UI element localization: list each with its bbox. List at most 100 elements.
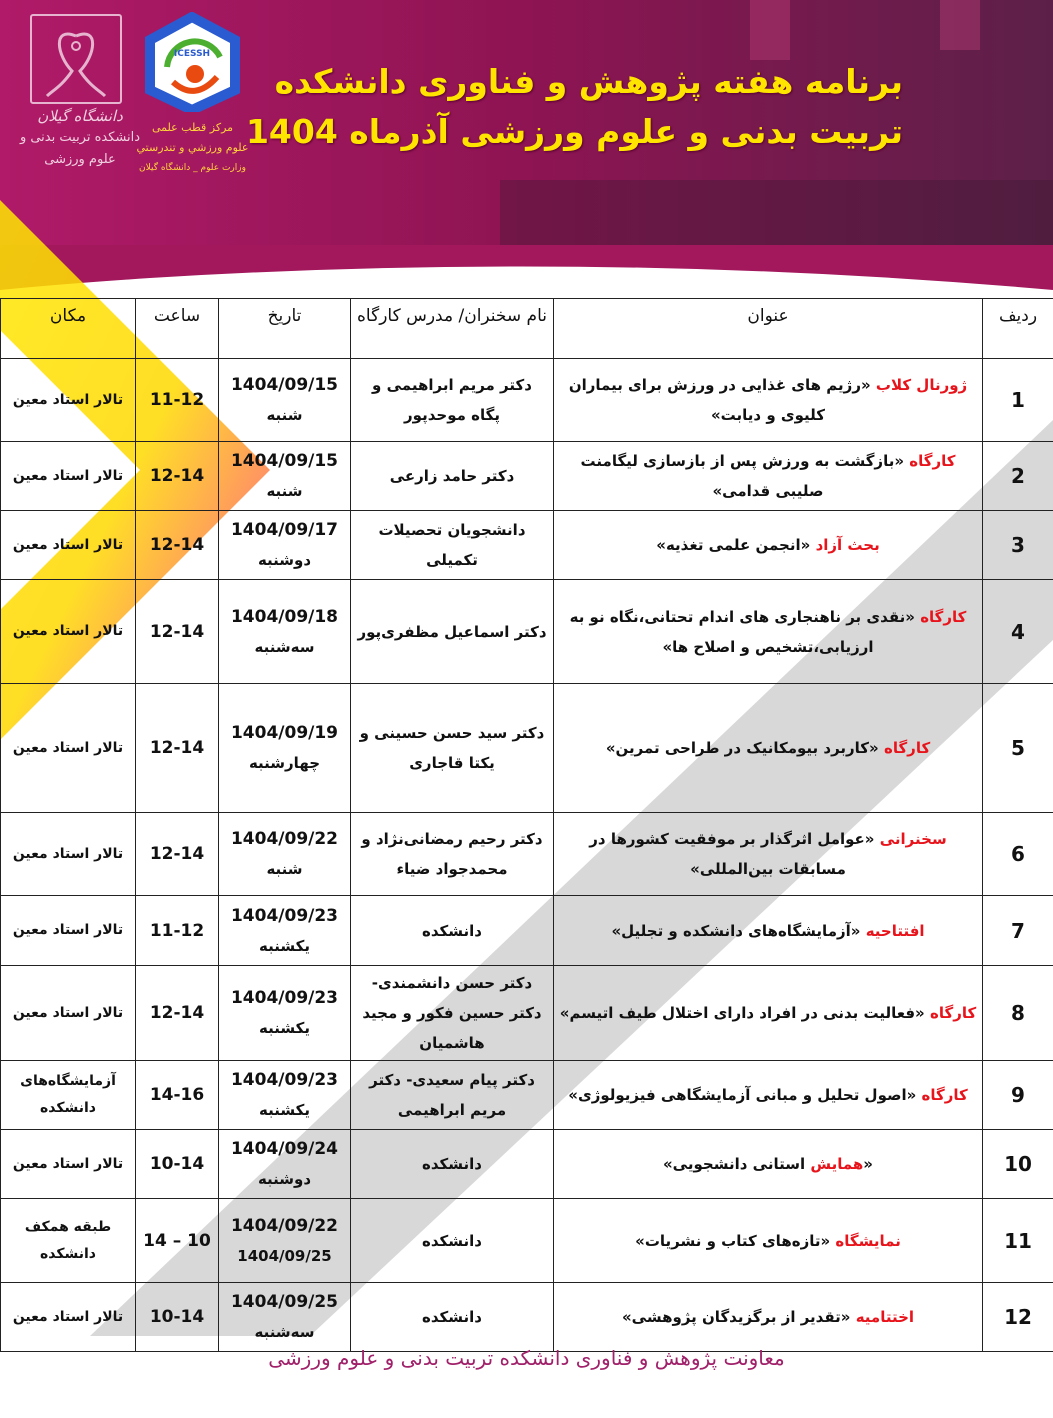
date-cell: 1404/09/15 شنبه bbox=[218, 441, 351, 511]
row-number: 1 bbox=[982, 358, 1053, 442]
center-line1: مرکز قطب علمی bbox=[151, 121, 234, 134]
page-title-line2: تربیت بدنی و علوم ورزشی آذرماه 1404 bbox=[245, 112, 903, 151]
event-type: کارگاه bbox=[921, 1086, 968, 1104]
date-cell: 1404/09/23 یکشنبه bbox=[218, 895, 351, 966]
event-type: ژورنال کلاب bbox=[875, 376, 968, 394]
place: تالار استاد معین bbox=[0, 510, 136, 580]
university-logo bbox=[30, 14, 122, 104]
speaker: دکتر مریم ابراهیمی و پگاه موحدپور bbox=[350, 358, 554, 442]
date-cell: 1404/09/25 سه‌شنبه bbox=[218, 1282, 351, 1352]
weekday: دوشنبه bbox=[257, 551, 312, 569]
weekday: یکشنبه bbox=[259, 936, 310, 955]
svg-text:ICESSH: ICESSH bbox=[174, 49, 210, 59]
event-type: کارگاه bbox=[920, 607, 967, 626]
speaker: دانشکده bbox=[350, 895, 554, 966]
weekday: شنبه bbox=[266, 406, 303, 424]
weekday: 1404/09/25 bbox=[237, 1246, 332, 1265]
speaker: دکتر حامد زارعی bbox=[350, 441, 554, 511]
footer-text: معاونت پژوهش و فناوری دانشکده تربیت بدنی… bbox=[268, 1346, 785, 1370]
place: تالار استاد معین bbox=[0, 579, 136, 684]
speaker: دانشکده bbox=[350, 1282, 554, 1352]
time: 10-14 bbox=[135, 1282, 219, 1352]
table-row: 11 نمایشگاه «تازه‌های کتاب و نشریات» دانشک… bbox=[0, 1198, 1053, 1283]
event-title: اختتامیه «تقدیر از برگزیدگان پژوهشی» bbox=[553, 1282, 983, 1352]
table-row: 4 کارگاه «نقدی بر ناهنجاری های اندام تحتا… bbox=[0, 579, 1053, 684]
table-row: 3 بحث آزاد «انجمن علمی تغذیه» دانشجویان تح… bbox=[0, 510, 1053, 580]
speaker: دانشجویان تحصیلات تکمیلی bbox=[350, 510, 554, 580]
time: 11-12 bbox=[135, 358, 219, 442]
weekday: شنبه bbox=[266, 860, 303, 878]
center-line3: وزارت علوم _ دانشگاه گیلان bbox=[139, 163, 246, 173]
event-type: کارگاه bbox=[909, 452, 956, 470]
table-row: 12 اختتامیه «تقدیر از برگزیدگان پژوهشی» دا… bbox=[0, 1282, 1053, 1352]
event-name: «تازه‌های کتاب و نشریات» bbox=[635, 1231, 831, 1250]
time: 12-14 bbox=[135, 579, 219, 684]
place: تالار استاد معین bbox=[0, 683, 136, 813]
date-cell: 1404/09/23 یکشنبه bbox=[218, 965, 351, 1061]
event-name: استانی دانشجویی» bbox=[662, 1155, 806, 1173]
date-cell: 1404/09/22 شنبه bbox=[218, 812, 351, 896]
place: تالار استاد معین bbox=[0, 965, 136, 1061]
date: 1404/09/15 bbox=[230, 451, 339, 471]
speaker: دکتر حسن دانشمندی- دکتر حسین فکور و مجید… bbox=[350, 965, 554, 1061]
place: تالار استاد معین bbox=[0, 1129, 136, 1199]
header-place: مکان bbox=[0, 298, 136, 359]
time: 12-14 bbox=[135, 683, 219, 813]
event-title-prefix: « bbox=[863, 1155, 873, 1173]
header-row-number: ردیف bbox=[982, 298, 1053, 359]
row-number: 9 bbox=[982, 1060, 1053, 1130]
date: 1404/09/22 bbox=[230, 1215, 339, 1236]
row-number: 12 bbox=[982, 1282, 1053, 1352]
row-number: 8 bbox=[982, 965, 1053, 1061]
date-cell: 1404/09/23 یکشنبه bbox=[218, 1060, 351, 1130]
date: 1404/09/22 bbox=[230, 829, 339, 849]
event-name: «عوامل اثرگذار بر موفقیت کشورها در مسابق… bbox=[589, 830, 875, 878]
event-type: افتتاحیه bbox=[865, 921, 925, 940]
time: 14-16 bbox=[135, 1060, 219, 1130]
event-type: کارگاه bbox=[883, 739, 931, 757]
date: 1404/09/18 bbox=[230, 606, 339, 627]
schedule-table: ردیف عنوان نام سخنران/ مدرس کارگاه تاریخ… bbox=[0, 298, 1053, 1352]
table-row: 9 کارگاه «اصول تحلیل و مبانی آزمایشگاهی ف… bbox=[0, 1060, 1053, 1130]
event-name: «کاربرد بیومکانیک در طراحی تمرین» bbox=[605, 739, 879, 757]
speaker: دانشکده bbox=[350, 1198, 554, 1283]
weekday: شنبه bbox=[266, 482, 303, 500]
event-name: «تقدیر از برگزیدگان پژوهشی» bbox=[621, 1308, 851, 1326]
date: 1404/09/23 bbox=[230, 905, 339, 926]
header-title: عنوان bbox=[553, 298, 983, 359]
time: 10-14 bbox=[135, 1129, 219, 1199]
place: تالار استاد معین bbox=[0, 1282, 136, 1352]
table-row: 10 «همایش استانی دانشجویی» دانشکده 1404/09/… bbox=[0, 1129, 1053, 1199]
time: 12-14 bbox=[135, 965, 219, 1061]
speaker: دکتر سید حسن حسینی و یکتا قاجاری bbox=[350, 683, 554, 813]
event-title: افتتاحیه «آزمایشگاه‌های دانشکده و تجلیل» bbox=[553, 895, 983, 966]
date: 1404/09/23 bbox=[230, 1070, 339, 1090]
time: 12-14 bbox=[135, 510, 219, 580]
weekday: یکشنبه bbox=[259, 1019, 310, 1037]
event-title: کارگاه «نقدی بر ناهنجاری های اندام تحتان… bbox=[553, 579, 983, 684]
date: 1404/09/24 bbox=[230, 1139, 339, 1159]
date: 1404/09/15 bbox=[230, 375, 339, 395]
speaker: دکتر اسماعیل مظفری‌پور bbox=[350, 579, 554, 684]
event-name: «انجمن علمی تغذیه» bbox=[656, 536, 811, 554]
table-row: 7 افتتاحیه «آزمایشگاه‌های دانشکده و تجلیل… bbox=[0, 895, 1053, 966]
row-number: 7 bbox=[982, 895, 1053, 966]
table-row: 6 سخنرانی «عوامل اثرگذار بر موفقیت کشورها… bbox=[0, 812, 1053, 896]
weekday: دوشنبه bbox=[257, 1170, 312, 1188]
event-name: «بازگشت به ورزش پس از بازسازی لیگامنت صل… bbox=[580, 452, 905, 500]
university-logo-text: دانشگاه گیلان دانشکده تربیت بدنی و علوم … bbox=[0, 105, 160, 171]
row-number: 6 bbox=[982, 812, 1053, 896]
place: آزمایشگاه‌های دانشکده bbox=[0, 1060, 136, 1130]
time: 12-14 bbox=[135, 441, 219, 511]
weekday: یکشنبه bbox=[259, 1101, 310, 1119]
speaker: دکتر رحیم رمضانی‌نژاد و محمدجواد ضیاء bbox=[350, 812, 554, 896]
place: تالار استاد معین bbox=[0, 812, 136, 896]
date-cell: 1404/09/19 چهارشنبه bbox=[218, 683, 351, 813]
event-type: نمایشگاه bbox=[835, 1231, 901, 1250]
header-speaker: نام سخنران/ مدرس کارگاه bbox=[350, 298, 554, 359]
place: تالار استاد معین bbox=[0, 358, 136, 442]
table-row: 8 کارگاه «فعالیت بدنی در افراد دارای اختل… bbox=[0, 965, 1053, 1061]
date-cell: 1404/09/22 1404/09/25 bbox=[218, 1198, 351, 1283]
event-type: اختتامیه bbox=[855, 1308, 915, 1326]
icessh-logo: ICESSH bbox=[145, 11, 240, 116]
